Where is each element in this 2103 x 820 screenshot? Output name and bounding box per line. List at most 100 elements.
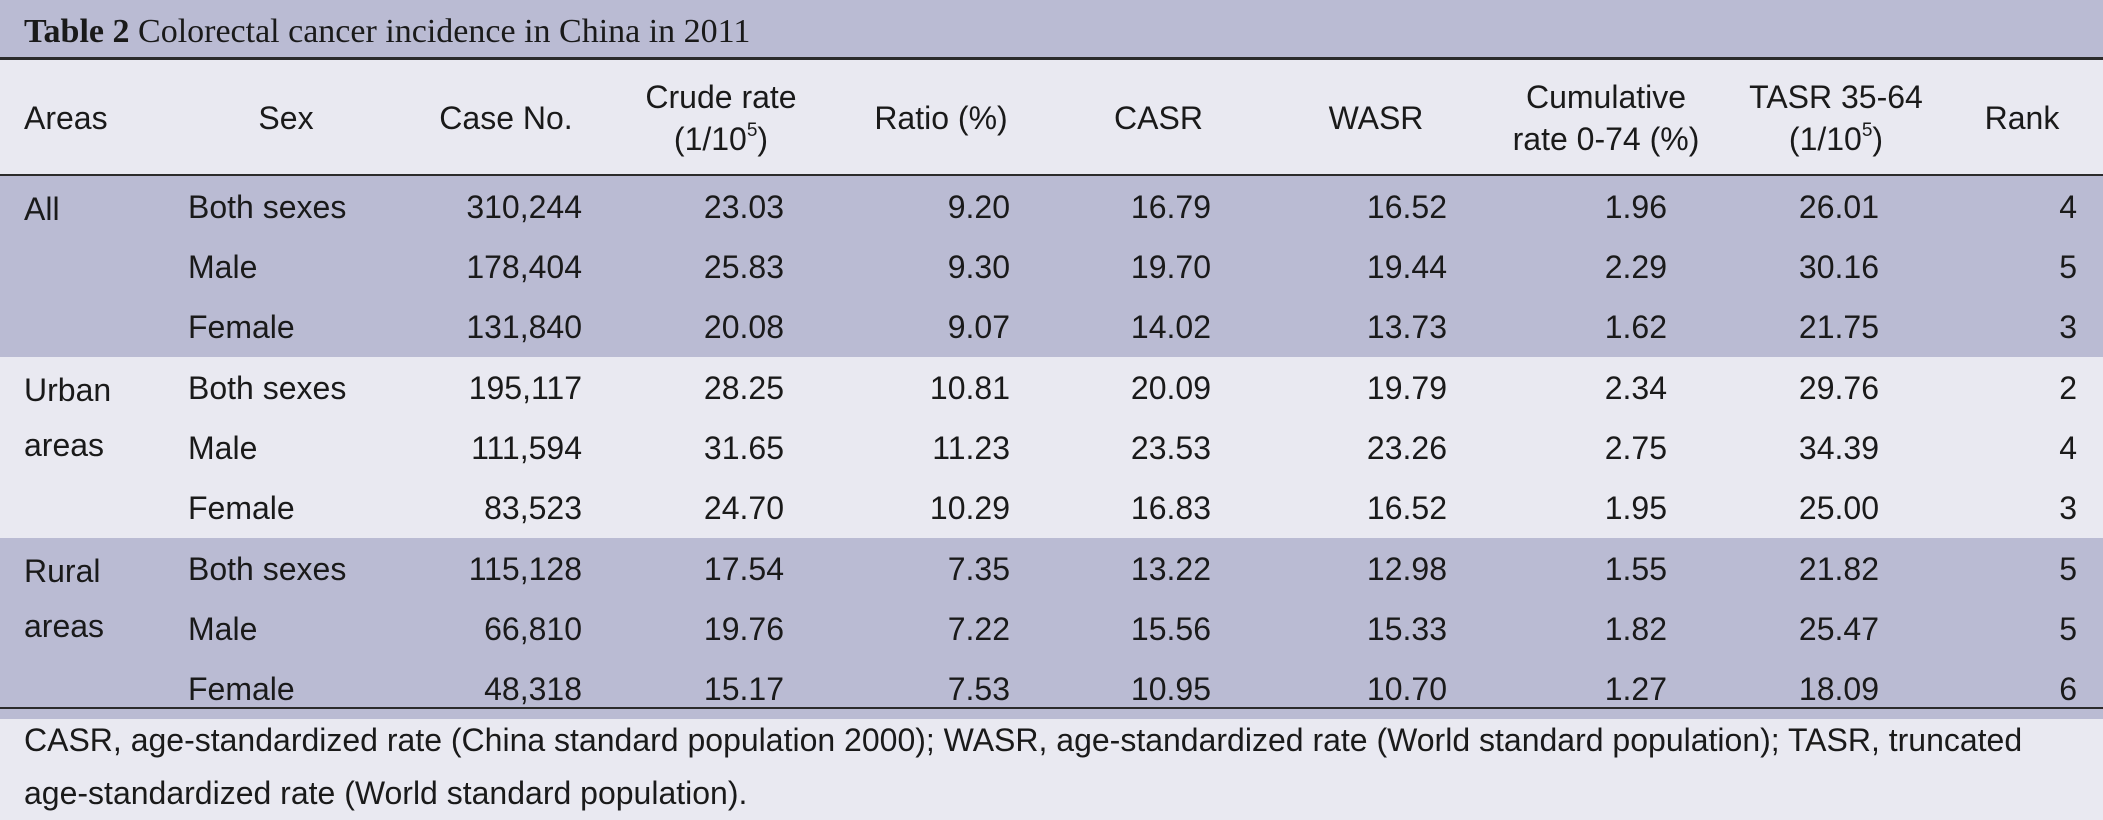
cumulative-rate-cell: 2.34 <box>1481 357 1731 419</box>
casr-cell: 14.02 <box>1046 297 1271 357</box>
tasr-cell: 34.39 <box>1731 419 1941 478</box>
header-tasr-unit-post: ) <box>1872 121 1884 157</box>
rank-cell: 2 <box>1941 357 2103 419</box>
sex-cell: Both sexes <box>166 175 406 238</box>
header-tasr-unit-pre: (1/10 <box>1788 121 1862 157</box>
casr-cell: 23.53 <box>1046 419 1271 478</box>
rank-cell: 3 <box>1941 297 2103 357</box>
table-row: Female 131,840 20.08 9.07 14.02 13.73 1.… <box>0 297 2103 357</box>
cumulative-rate-cell: 2.75 <box>1481 419 1731 478</box>
case-no-cell: 66,810 <box>406 600 606 659</box>
header-crude-unit-post: ) <box>757 121 769 157</box>
table-row: Rural areas Both sexes 115,128 17.54 7.3… <box>0 538 2103 719</box>
header-casr: CASR <box>1046 62 1271 176</box>
case-no-cell: 310,244 <box>406 175 606 238</box>
sex-cell: Female <box>166 659 406 719</box>
sex-cell: Female <box>166 297 406 357</box>
table-body: All Both sexes 310,244 23.03 9.20 16.79 … <box>0 175 2103 719</box>
header-cum-line2: rate 0-74 (%) <box>1512 121 1700 157</box>
casr-cell: 16.83 <box>1046 478 1271 538</box>
wasr-cell: 13.73 <box>1271 297 1481 357</box>
table-bottom-rule <box>0 707 2103 709</box>
tasr-cell: 25.47 <box>1731 600 1941 659</box>
cumulative-rate-cell: 1.55 <box>1481 538 1731 600</box>
table-row: All Both sexes 310,244 23.03 9.20 16.79 … <box>0 175 2103 357</box>
casr-cell: 20.09 <box>1046 357 1271 419</box>
case-no-cell: 195,117 <box>406 357 606 419</box>
casr-cell: 13.22 <box>1046 538 1271 600</box>
rank-cell: 4 <box>1941 175 2103 238</box>
header-rank: Rank <box>1941 62 2103 176</box>
header-areas: Areas <box>0 62 166 176</box>
cumulative-rate-cell: 1.95 <box>1481 478 1731 538</box>
rank-cell: 6 <box>1941 659 2103 719</box>
header-ratio: Ratio (%) <box>836 62 1046 176</box>
table-row: Male 66,810 19.76 7.22 15.56 15.33 1.82 … <box>0 600 2103 659</box>
ratio-cell: 7.22 <box>836 600 1046 659</box>
sex-cell: Female <box>166 478 406 538</box>
case-no-cell: 115,128 <box>406 538 606 600</box>
tasr-cell: 18.09 <box>1731 659 1941 719</box>
ratio-cell: 7.35 <box>836 538 1046 600</box>
wasr-cell: 10.70 <box>1271 659 1481 719</box>
rank-cell: 4 <box>1941 419 2103 478</box>
header-cum-line1: Cumulative <box>1525 79 1687 115</box>
cumulative-rate-cell: 2.29 <box>1481 238 1731 297</box>
sex-cell: Male <box>166 238 406 297</box>
tasr-cell: 26.01 <box>1731 175 1941 238</box>
wasr-cell: 19.44 <box>1271 238 1481 297</box>
table-row: Female 48,318 15.17 7.53 10.95 10.70 1.2… <box>0 659 2103 719</box>
sex-cell: Both sexes <box>166 357 406 419</box>
case-no-cell: 48,318 <box>406 659 606 719</box>
ratio-cell: 10.29 <box>836 478 1046 538</box>
ratio-cell: 9.30 <box>836 238 1046 297</box>
wasr-cell: 19.79 <box>1271 357 1481 419</box>
rank-cell: 5 <box>1941 238 2103 297</box>
table-row: Male 111,594 31.65 11.23 23.53 23.26 2.7… <box>0 419 2103 478</box>
table-caption: Colorectal cancer incidence in China in … <box>138 13 751 50</box>
crude-rate-cell: 28.25 <box>606 357 836 419</box>
tasr-cell: 21.75 <box>1731 297 1941 357</box>
header-case-no: Case No. <box>406 62 606 176</box>
header-crude-unit-pre: (1/10 <box>673 121 747 157</box>
crude-rate-cell: 19.76 <box>606 600 836 659</box>
crude-rate-cell: 15.17 <box>606 659 836 719</box>
area-cell: Rural areas <box>0 538 166 719</box>
case-no-cell: 83,523 <box>406 478 606 538</box>
table-header: Areas Sex Case No. Crude rate (1/105) Ra… <box>0 62 2103 176</box>
tasr-cell: 21.82 <box>1731 538 1941 600</box>
sex-cell: Male <box>166 600 406 659</box>
header-tasr: TASR 35-64 (1/105) <box>1731 62 1941 176</box>
ratio-cell: 10.81 <box>836 357 1046 419</box>
table-footnote: CASR, age-standardized rate (China stand… <box>24 722 2023 811</box>
wasr-cell: 12.98 <box>1271 538 1481 600</box>
crude-rate-cell: 31.65 <box>606 419 836 478</box>
crude-rate-cell: 17.54 <box>606 538 836 600</box>
table-label: Table 2 <box>24 13 130 50</box>
cumulative-rate-cell: 1.62 <box>1481 297 1731 357</box>
cumulative-rate-cell: 1.82 <box>1481 600 1731 659</box>
ratio-cell: 9.07 <box>836 297 1046 357</box>
table-row: Male 178,404 25.83 9.30 19.70 19.44 2.29… <box>0 238 2103 297</box>
crude-rate-cell: 24.70 <box>606 478 836 538</box>
cumulative-rate-cell: 1.27 <box>1481 659 1731 719</box>
header-crude-unit-sup: 5 <box>746 120 758 141</box>
wasr-cell: 16.52 <box>1271 175 1481 238</box>
header-cumulative-rate: Cumulative rate 0-74 (%) <box>1481 62 1731 176</box>
header-sex: Sex <box>166 62 406 176</box>
rank-cell: 5 <box>1941 600 2103 659</box>
sex-cell: Both sexes <box>166 538 406 600</box>
tasr-cell: 30.16 <box>1731 238 1941 297</box>
ratio-cell: 11.23 <box>836 419 1046 478</box>
header-wasr: WASR <box>1271 62 1481 176</box>
tasr-cell: 25.00 <box>1731 478 1941 538</box>
wasr-cell: 15.33 <box>1271 600 1481 659</box>
casr-cell: 15.56 <box>1046 600 1271 659</box>
header-tasr-line1: TASR 35-64 <box>1749 79 1923 115</box>
case-no-cell: 178,404 <box>406 238 606 297</box>
sex-cell: Male <box>166 419 406 478</box>
case-no-cell: 131,840 <box>406 297 606 357</box>
casr-cell: 10.95 <box>1046 659 1271 719</box>
crude-rate-cell: 25.83 <box>606 238 836 297</box>
crude-rate-cell: 20.08 <box>606 297 836 357</box>
